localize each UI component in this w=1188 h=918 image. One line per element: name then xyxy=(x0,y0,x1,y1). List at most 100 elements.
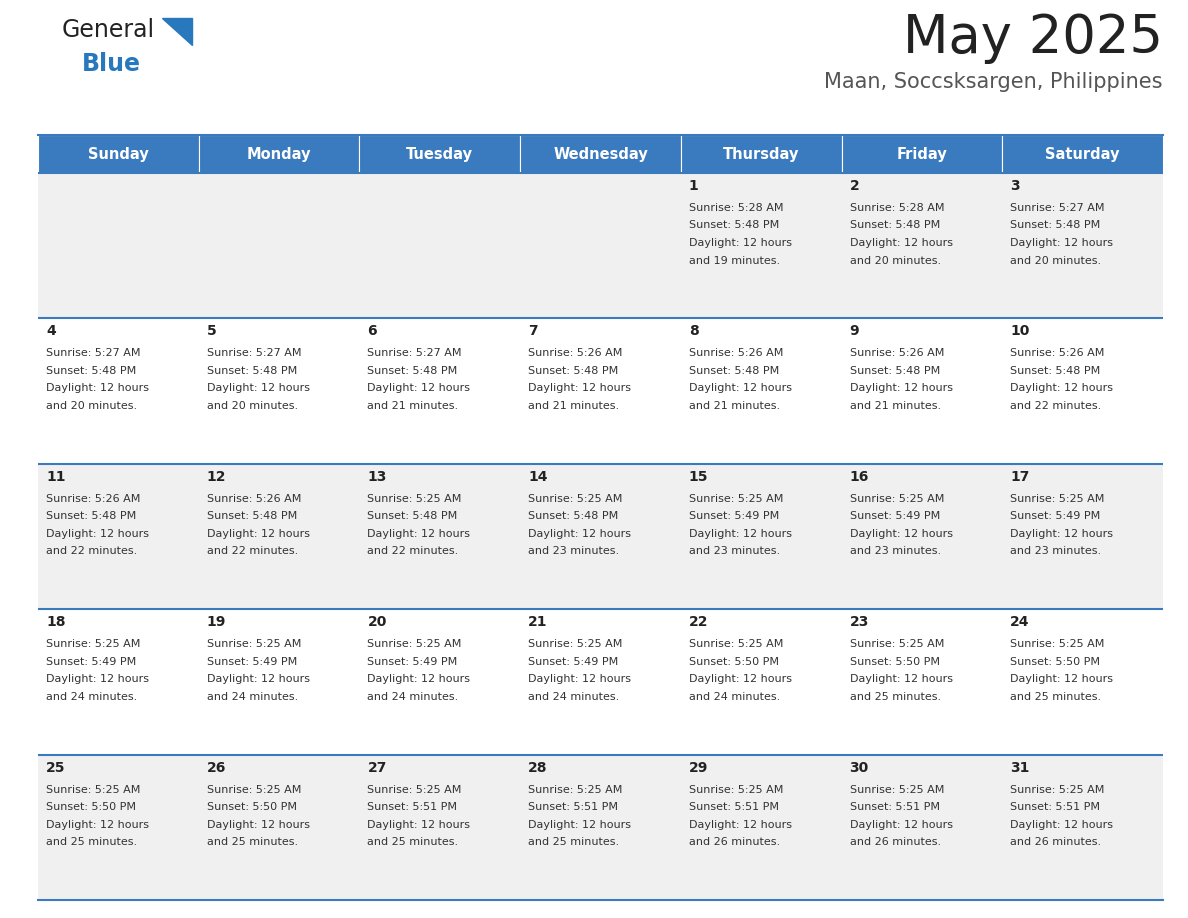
Text: Tuesday: Tuesday xyxy=(406,147,473,162)
Text: and 20 minutes.: and 20 minutes. xyxy=(207,401,298,411)
Text: and 21 minutes.: and 21 minutes. xyxy=(689,401,781,411)
Text: and 21 minutes.: and 21 minutes. xyxy=(849,401,941,411)
Text: Daylight: 12 hours: Daylight: 12 hours xyxy=(207,529,310,539)
Text: 31: 31 xyxy=(1010,761,1030,775)
Text: Sunrise: 5:26 AM: Sunrise: 5:26 AM xyxy=(849,349,944,358)
Text: Sunrise: 5:27 AM: Sunrise: 5:27 AM xyxy=(1010,203,1105,213)
Text: Daylight: 12 hours: Daylight: 12 hours xyxy=(1010,238,1113,248)
Text: General: General xyxy=(62,18,156,42)
Text: Daylight: 12 hours: Daylight: 12 hours xyxy=(46,384,148,394)
Text: Sunset: 5:48 PM: Sunset: 5:48 PM xyxy=(529,511,619,521)
Text: Maan, Soccsksargen, Philippines: Maan, Soccsksargen, Philippines xyxy=(824,72,1163,92)
Text: and 21 minutes.: and 21 minutes. xyxy=(367,401,459,411)
Text: Sunset: 5:49 PM: Sunset: 5:49 PM xyxy=(1010,511,1100,521)
Text: Sunrise: 5:25 AM: Sunrise: 5:25 AM xyxy=(1010,494,1105,504)
Text: Sunrise: 5:25 AM: Sunrise: 5:25 AM xyxy=(529,785,623,795)
Text: Daylight: 12 hours: Daylight: 12 hours xyxy=(529,674,631,684)
Text: Sunrise: 5:25 AM: Sunrise: 5:25 AM xyxy=(46,785,140,795)
Text: Sunset: 5:48 PM: Sunset: 5:48 PM xyxy=(367,511,457,521)
Text: Sunrise: 5:26 AM: Sunrise: 5:26 AM xyxy=(1010,349,1105,358)
Text: 2: 2 xyxy=(849,179,859,193)
Text: Sunset: 5:48 PM: Sunset: 5:48 PM xyxy=(1010,220,1100,230)
Text: 14: 14 xyxy=(529,470,548,484)
Text: Sunrise: 5:25 AM: Sunrise: 5:25 AM xyxy=(1010,639,1105,649)
Text: and 24 minutes.: and 24 minutes. xyxy=(529,691,619,701)
Text: Daylight: 12 hours: Daylight: 12 hours xyxy=(689,820,792,830)
Bar xyxy=(38,755,1163,900)
Text: Daylight: 12 hours: Daylight: 12 hours xyxy=(689,529,792,539)
Text: Daylight: 12 hours: Daylight: 12 hours xyxy=(529,529,631,539)
Text: Daylight: 12 hours: Daylight: 12 hours xyxy=(367,384,470,394)
Text: 25: 25 xyxy=(46,761,65,775)
Text: Sunset: 5:50 PM: Sunset: 5:50 PM xyxy=(207,802,297,812)
Bar xyxy=(1003,135,1163,173)
Text: 26: 26 xyxy=(207,761,226,775)
Text: Sunrise: 5:25 AM: Sunrise: 5:25 AM xyxy=(46,639,140,649)
Text: Daylight: 12 hours: Daylight: 12 hours xyxy=(46,674,148,684)
Text: and 23 minutes.: and 23 minutes. xyxy=(849,546,941,556)
Text: and 22 minutes.: and 22 minutes. xyxy=(1010,401,1101,411)
Text: Daylight: 12 hours: Daylight: 12 hours xyxy=(207,674,310,684)
Text: Saturday: Saturday xyxy=(1045,147,1120,162)
Text: Sunrise: 5:25 AM: Sunrise: 5:25 AM xyxy=(207,639,301,649)
Text: 11: 11 xyxy=(46,470,65,484)
Text: 12: 12 xyxy=(207,470,226,484)
Text: 13: 13 xyxy=(367,470,387,484)
Text: 8: 8 xyxy=(689,324,699,339)
Text: Blue: Blue xyxy=(82,52,141,76)
Text: and 23 minutes.: and 23 minutes. xyxy=(689,546,781,556)
Text: Sunrise: 5:25 AM: Sunrise: 5:25 AM xyxy=(1010,785,1105,795)
Bar xyxy=(198,135,360,173)
Text: Sunset: 5:50 PM: Sunset: 5:50 PM xyxy=(849,656,940,666)
Text: 19: 19 xyxy=(207,615,226,629)
Text: Sunset: 5:49 PM: Sunset: 5:49 PM xyxy=(849,511,940,521)
Text: 18: 18 xyxy=(46,615,65,629)
Text: and 25 minutes.: and 25 minutes. xyxy=(1010,691,1101,701)
Text: Sunrise: 5:25 AM: Sunrise: 5:25 AM xyxy=(689,785,783,795)
Text: 15: 15 xyxy=(689,470,708,484)
Text: 5: 5 xyxy=(207,324,216,339)
Text: and 25 minutes.: and 25 minutes. xyxy=(529,837,619,847)
Text: Sunrise: 5:25 AM: Sunrise: 5:25 AM xyxy=(367,785,462,795)
Text: Daylight: 12 hours: Daylight: 12 hours xyxy=(529,384,631,394)
Text: Daylight: 12 hours: Daylight: 12 hours xyxy=(1010,674,1113,684)
Text: Daylight: 12 hours: Daylight: 12 hours xyxy=(849,529,953,539)
Text: Thursday: Thursday xyxy=(723,147,800,162)
Text: and 20 minutes.: and 20 minutes. xyxy=(46,401,137,411)
Text: Daylight: 12 hours: Daylight: 12 hours xyxy=(207,384,310,394)
Text: and 22 minutes.: and 22 minutes. xyxy=(367,546,459,556)
Text: Sunset: 5:50 PM: Sunset: 5:50 PM xyxy=(1010,656,1100,666)
Text: Daylight: 12 hours: Daylight: 12 hours xyxy=(367,820,470,830)
Text: Sunrise: 5:27 AM: Sunrise: 5:27 AM xyxy=(46,349,140,358)
Text: Sunrise: 5:28 AM: Sunrise: 5:28 AM xyxy=(689,203,783,213)
Text: and 24 minutes.: and 24 minutes. xyxy=(46,691,138,701)
Text: and 25 minutes.: and 25 minutes. xyxy=(46,837,137,847)
Text: Sunrise: 5:26 AM: Sunrise: 5:26 AM xyxy=(46,494,140,504)
Text: 6: 6 xyxy=(367,324,377,339)
Text: 27: 27 xyxy=(367,761,387,775)
Text: Daylight: 12 hours: Daylight: 12 hours xyxy=(367,674,470,684)
Text: Daylight: 12 hours: Daylight: 12 hours xyxy=(46,820,148,830)
Text: Sunrise: 5:28 AM: Sunrise: 5:28 AM xyxy=(849,203,944,213)
Text: Sunrise: 5:25 AM: Sunrise: 5:25 AM xyxy=(849,785,944,795)
Text: 30: 30 xyxy=(849,761,868,775)
Text: and 21 minutes.: and 21 minutes. xyxy=(529,401,619,411)
Text: Sunset: 5:51 PM: Sunset: 5:51 PM xyxy=(689,802,779,812)
Text: 22: 22 xyxy=(689,615,708,629)
Text: 28: 28 xyxy=(529,761,548,775)
Text: Sunrise: 5:25 AM: Sunrise: 5:25 AM xyxy=(529,494,623,504)
Text: Sunrise: 5:25 AM: Sunrise: 5:25 AM xyxy=(207,785,301,795)
Text: Sunset: 5:48 PM: Sunset: 5:48 PM xyxy=(1010,366,1100,375)
Text: 10: 10 xyxy=(1010,324,1030,339)
Text: and 24 minutes.: and 24 minutes. xyxy=(207,691,298,701)
Text: Sunset: 5:49 PM: Sunset: 5:49 PM xyxy=(367,656,457,666)
Text: 23: 23 xyxy=(849,615,868,629)
Text: Sunrise: 5:25 AM: Sunrise: 5:25 AM xyxy=(367,494,462,504)
Text: 16: 16 xyxy=(849,470,868,484)
Text: Daylight: 12 hours: Daylight: 12 hours xyxy=(849,238,953,248)
Text: Sunday: Sunday xyxy=(88,147,148,162)
Text: and 22 minutes.: and 22 minutes. xyxy=(207,546,298,556)
Text: Wednesday: Wednesday xyxy=(554,147,647,162)
Text: Sunset: 5:48 PM: Sunset: 5:48 PM xyxy=(207,511,297,521)
Text: Sunset: 5:51 PM: Sunset: 5:51 PM xyxy=(529,802,618,812)
